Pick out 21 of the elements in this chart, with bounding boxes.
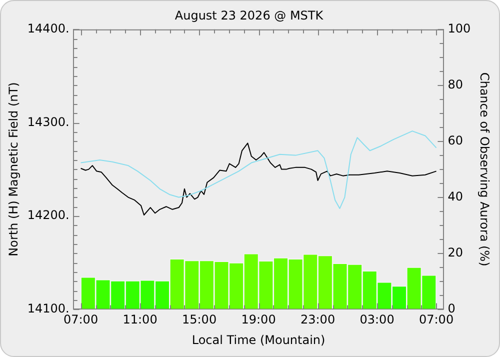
x-tick-label: 23:00 [300, 312, 336, 327]
chart-title: August 23 2026 @ MSTK [174, 8, 324, 22]
y-tick-label: 14300. [27, 114, 70, 129]
x-axis-title: Local Time (Mountain) [192, 332, 326, 347]
y2-tick-label: 40 [448, 189, 463, 204]
y2-tick-label: 0 [448, 301, 456, 316]
x-tick-label: 07:00 [64, 312, 98, 327]
y2-axis-title: Chance of Observing Aurora (%) [478, 72, 492, 266]
y2-tick-label: 60 [448, 133, 463, 148]
y-axis-title: North (H) Magnetic Field (nT) [6, 82, 20, 256]
y-tick-label: 14400. [27, 22, 70, 36]
y2-tick-label: 80 [448, 77, 463, 92]
y2-tick-label: 100 [448, 22, 471, 36]
x-tick-label: 15:00 [182, 312, 217, 327]
y-tick-label: 14100. [27, 301, 70, 316]
x-tick-label: 07:00 [418, 312, 454, 327]
x-tick-label: 19:00 [241, 312, 276, 327]
x-tick-label: 03:00 [360, 312, 394, 327]
y2-tick-label: 20 [448, 245, 463, 260]
y-tick-label: 14200. [27, 208, 70, 222]
x-tick-label: 11:00 [122, 312, 158, 327]
